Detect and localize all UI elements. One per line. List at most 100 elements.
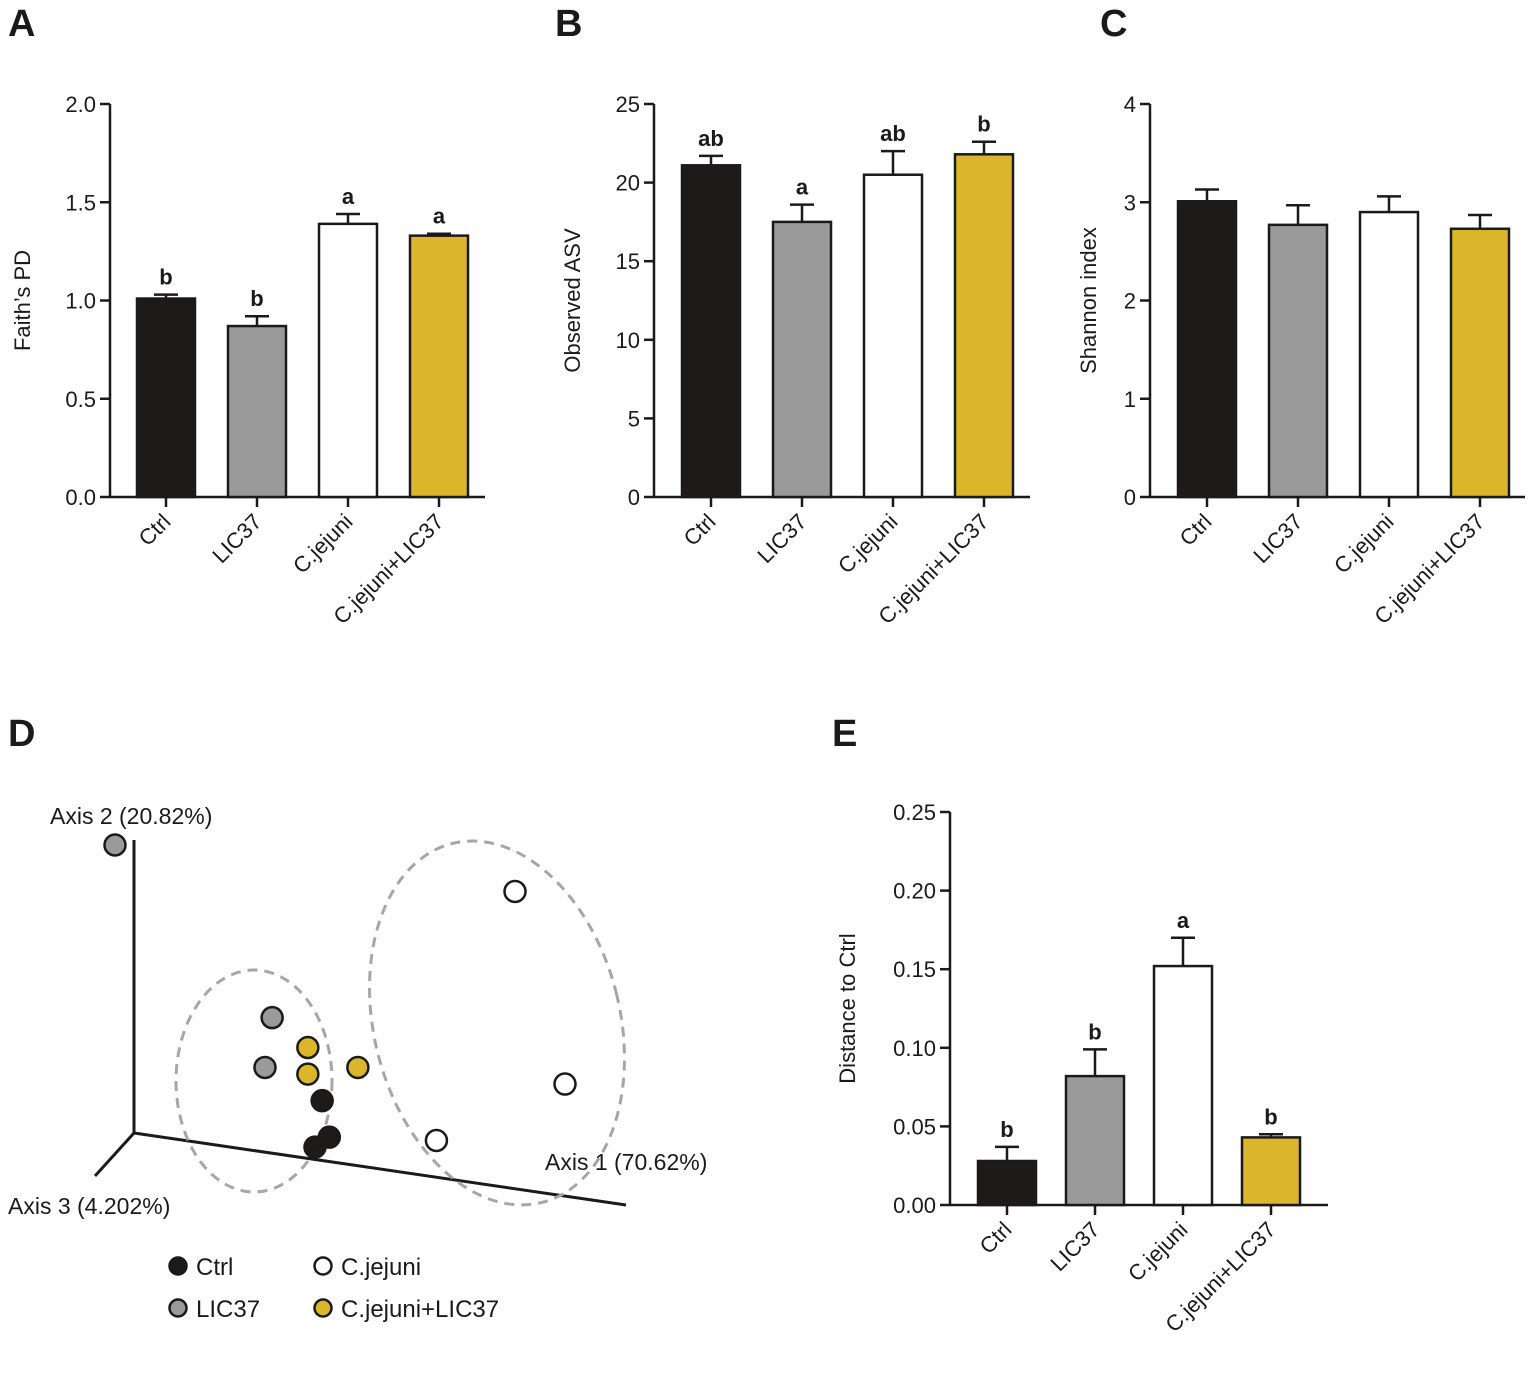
y-tick-label: 25 [616,92,640,117]
y-tick-label: 5 [628,406,640,431]
legend-label-ctrl: Ctrl [196,1254,233,1281]
y-tick-label: 0.25 [893,800,936,825]
legend-label-lic37: LIC37 [196,1296,260,1323]
y-tick-label: 0.05 [893,1114,936,1139]
significance-label-ctrl: ab [698,126,724,151]
x-tick-label-c-jejuni: C.jejuni [833,509,903,579]
bar-c-jejuni [862,173,924,499]
significance-label-lic37: a [796,175,809,200]
y-axis-title: Faith’s PD [10,250,35,351]
y-tick-label: 10 [616,328,640,353]
y-tick-label: 0.20 [893,879,936,904]
pcoa-point-c-jejuni-lic37 [346,1055,370,1080]
y-tick-label: 2 [1124,289,1136,314]
x-tick-label-lic37: LIC37 [207,509,266,568]
axis-2-label: Axis 2 (20.82%) [50,803,212,829]
bar-c-jejuni-lic37 [408,234,470,499]
y-tick-label: 3 [1124,190,1136,215]
significance-label-c-jejuni-lic37: b [977,112,990,137]
significance-label-ctrl: b [1000,1117,1013,1142]
bar-ctrl [135,297,197,499]
legend-marker-lic37 [168,1298,188,1318]
y-tick-label: 0.0 [65,485,96,510]
y-tick-label: 1 [1124,387,1136,412]
cluster-ellipse-left [174,968,334,1194]
y-tick-label: 0.5 [65,387,96,412]
y-tick-label: 1.0 [65,289,96,314]
y-axis-title: Distance to Ctrl [835,933,860,1083]
x-tick-label-ctrl: Ctrl [1175,509,1217,551]
chart-panel-e: 0.00 0.05 0.10 0.15 0.20 0.25 Distance to Ctrl… [835,800,1328,1337]
y-tick-label: 0.15 [893,957,936,982]
x-tick-label-ctrl: Ctrl [134,509,176,551]
pcoa-point-c-jejuni [553,1072,577,1096]
cluster-ellipse-right [368,839,626,1207]
y-axis-title: Shannon index [1076,227,1101,374]
pcoa-point-c-jejuni [424,1128,449,1153]
y-tick-label: 20 [616,171,640,196]
y-tick-label: 1.5 [65,190,96,215]
bar-c-jejuni [1152,964,1214,1207]
bar-lic37 [1064,1074,1126,1207]
significance-label-c-jejuni: a [342,184,355,209]
panel-letter-a: A [8,3,35,45]
panel-letter-c: C [1100,3,1127,45]
x-tick-label-c-jejuni: C.jejuni [1123,1217,1193,1287]
y-tick-label: 0 [628,485,640,510]
significance-label-lic37: b [1088,1019,1101,1044]
x-tick-label-c-jejuni: C.jejuni [1329,509,1399,579]
y-axis-title: Observed ASV [560,228,585,373]
pcoa-point-lic37 [103,833,127,857]
bar-c-jejuni-lic37 [1449,227,1511,499]
y-tick-label: 0.10 [893,1036,936,1061]
x-tick-label-c-jejuni: C.jejuni [288,509,358,579]
significance-label-ctrl: b [159,265,172,290]
bar-ctrl [1176,200,1238,499]
x-tick-label-ctrl: Ctrl [975,1217,1017,1259]
y-tick-label: 0 [1124,485,1136,510]
bar-c-jejuni-lic37 [953,153,1015,499]
significance-label-c-jejuni-lic37: b [1264,1104,1277,1129]
x-tick-label-lic37: LIC37 [752,509,811,568]
legend-label-c-jejuni: C.jejuni [341,1254,421,1281]
legend-label-c-jejuni-lic37: C.jejuni+LIC37 [341,1296,499,1323]
significance-label-c-jejuni: a [1177,908,1190,933]
chart-panel-a: 0.0 0.5 1.0 1.5 2.0 Faith’s PD Ctrl b LIC37 b C.je… [10,92,485,629]
significance-label-c-jejuni: ab [880,121,906,146]
x-tick-label-lic37: LIC37 [1045,1217,1104,1276]
axis-3-label: Axis 3 (4.202%) [8,1193,170,1219]
significance-label-lic37: b [250,286,263,311]
bar-c-jejuni [317,222,379,499]
axis-1-line [133,1131,627,1207]
legend-marker-c-jejuni-lic37 [313,1298,333,1318]
panel-letter-d: D [8,713,35,755]
legend-marker-c-jejuni [313,1256,333,1276]
bar-lic37 [1267,223,1329,499]
y-tick-label: 2.0 [65,92,96,117]
pcoa-point-ctrl [310,1088,334,1113]
chart-panel-b: 0 5 10 15 20 25 Observed ASV Ctrl ab LIC37 a C.jeju… [560,92,1030,629]
y-tick-label: 0.00 [893,1193,936,1218]
bar-lic37 [226,324,288,499]
pcoa-panel-d: Axis 2 (20.82%) Axis 1 (70.62%) Axis 3 (4.… [8,803,707,1323]
y-tick-label: 15 [616,249,640,274]
bar-ctrl [976,1159,1038,1207]
pcoa-point-c-jejuni-lic37 [296,1035,320,1060]
x-tick-label-lic37: LIC37 [1248,509,1307,568]
panel-letter-b: B [555,3,582,45]
significance-label-c-jejuni-lic37: a [433,204,446,229]
pcoa-point-lic37 [260,1005,284,1030]
panel-letter-e: E [832,713,857,755]
bar-c-jejuni-lic37 [1240,1136,1302,1207]
pcoa-point-lic37 [253,1055,277,1080]
bar-ctrl [680,164,742,499]
y-tick-label: 4 [1124,92,1136,117]
axis-3-line [93,1131,136,1178]
pcoa-point-c-jejuni [503,879,527,904]
pcoa-point-ctrl [303,1135,327,1159]
pcoa-point-c-jejuni-lic37 [296,1062,320,1086]
bar-lic37 [771,220,833,499]
bar-c-jejuni [1358,210,1420,499]
